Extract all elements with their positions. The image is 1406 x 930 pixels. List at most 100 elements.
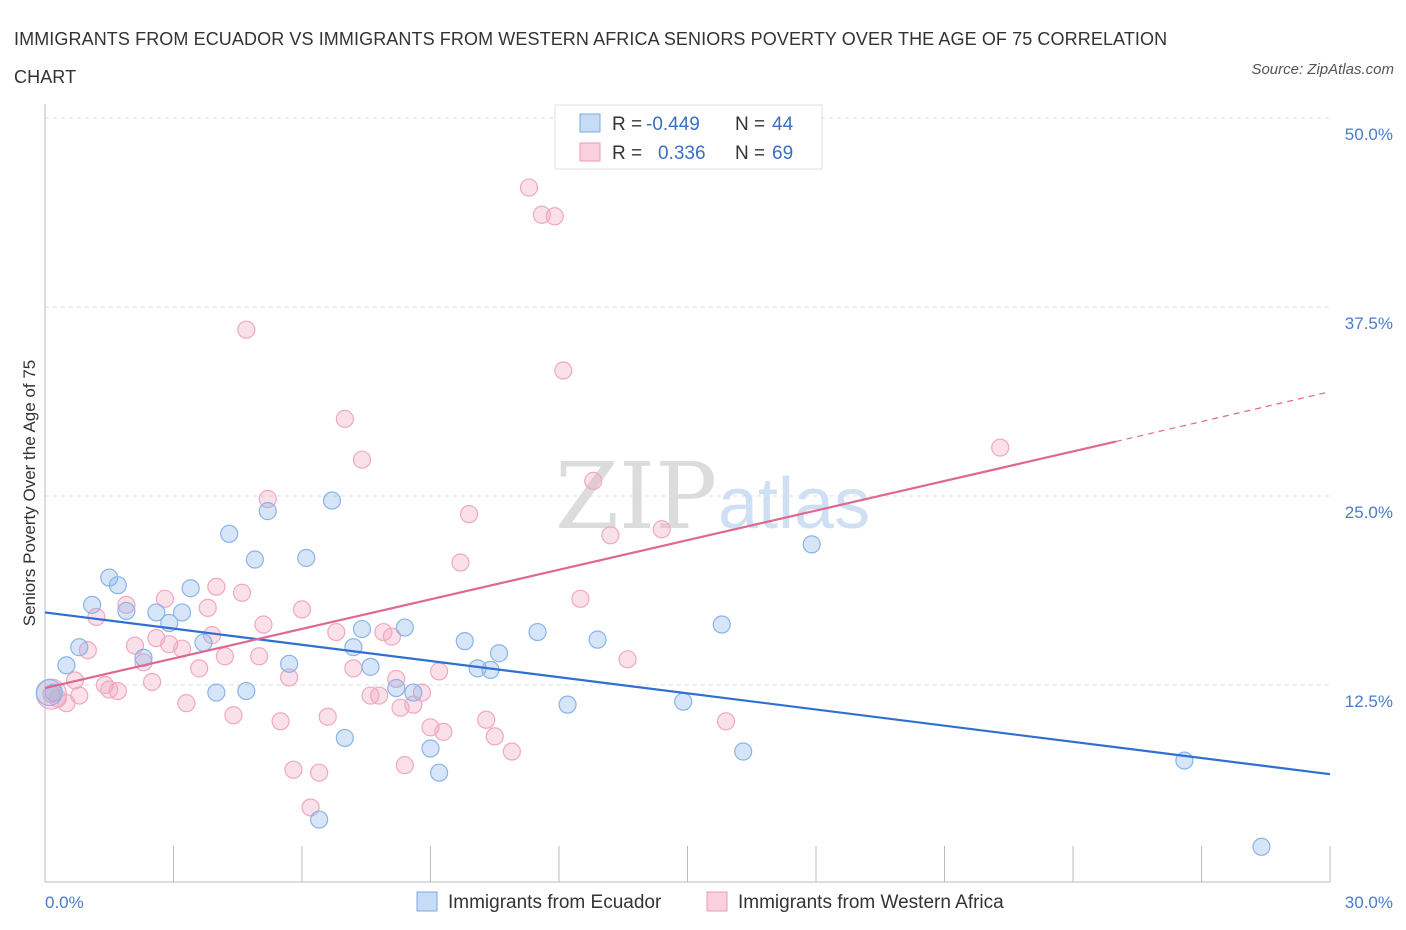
- point-western-africa: [991, 438, 1010, 457]
- trend-lines: [44, 391, 1331, 776]
- point-ecuador: [258, 502, 277, 521]
- axes: [44, 104, 1331, 883]
- point-ecuador: [674, 692, 693, 711]
- legend-label-western-africa: Immigrants from Western Africa: [738, 892, 1004, 913]
- point-western-africa: [502, 742, 521, 761]
- point-ecuador: [712, 615, 731, 634]
- point-western-africa: [459, 505, 479, 524]
- point-western-africa: [395, 756, 414, 775]
- point-western-africa: [310, 763, 329, 782]
- point-western-africa: [232, 583, 252, 602]
- point-ecuador: [395, 618, 414, 637]
- point-western-africa: [70, 686, 89, 705]
- y-axis-label: Seniors Poverty Over the Age of 75: [20, 360, 39, 626]
- stats-r-value-ecuador: -0.449: [646, 114, 700, 135]
- point-ecuador: [172, 603, 192, 622]
- point-western-africa: [554, 361, 573, 380]
- point-ecuador: [404, 683, 423, 702]
- point-ecuador: [802, 535, 821, 554]
- point-ecuador: [489, 644, 509, 663]
- point-ecuador: [734, 742, 753, 761]
- point-western-africa: [716, 712, 736, 731]
- stats-n-label-western-africa: N =: [735, 143, 765, 164]
- stats-r-label-ecuador: R =: [612, 114, 642, 135]
- point-western-africa: [215, 647, 234, 666]
- point-western-africa: [451, 553, 470, 572]
- point-western-africa: [519, 178, 539, 197]
- point-ecuador: [528, 622, 547, 642]
- point-western-africa: [374, 622, 393, 642]
- point-western-africa: [382, 627, 402, 646]
- point-ecuador: [207, 683, 226, 702]
- legend-swatch-ecuador: [416, 891, 438, 912]
- point-western-africa: [198, 598, 217, 617]
- y-tick-label: 12.5%: [1345, 692, 1393, 711]
- stats-swatch-western-africa: [579, 142, 601, 162]
- point-ecuador: [558, 695, 577, 714]
- point-western-africa: [344, 659, 363, 678]
- point-ecuador: [194, 633, 213, 652]
- point-western-africa: [280, 668, 299, 687]
- y-tick-label: 37.5%: [1345, 314, 1393, 333]
- point-western-africa: [224, 706, 243, 725]
- stats-legend: R = -0.449 N = 44 R = 0.336 N = 69: [554, 104, 823, 170]
- y-tick-label: 25.0%: [1345, 503, 1393, 522]
- point-ecuador: [237, 681, 256, 701]
- point-western-africa: [190, 659, 209, 678]
- watermark-zip: ZIP: [555, 443, 717, 550]
- point-western-africa: [434, 722, 453, 741]
- stats-n-value-western-africa: 69: [772, 143, 793, 164]
- point-ecuador: [117, 601, 136, 621]
- point-western-africa: [352, 450, 372, 469]
- point-ecuador: [344, 638, 363, 657]
- point-western-africa: [477, 710, 496, 729]
- point-ecuador: [147, 603, 166, 622]
- point-ecuador: [57, 656, 76, 675]
- point-western-africa: [618, 650, 637, 669]
- source-label: Source: ZipAtlas.com: [1251, 61, 1394, 78]
- stats-n-value-ecuador: 44: [772, 114, 794, 135]
- chart-title: IMMIGRANTS FROM ECUADOR VS IMMIGRANTS FR…: [14, 29, 1168, 87]
- point-western-africa: [292, 600, 312, 619]
- point-western-africa: [177, 694, 196, 713]
- stats-r-value-western-africa: 0.336: [658, 143, 706, 164]
- point-western-africa: [117, 595, 136, 614]
- stats-r-label-western-africa: R =: [612, 143, 642, 164]
- point-ecuador: [280, 654, 299, 673]
- point-ecuador: [70, 638, 89, 657]
- point-ecuador: [361, 657, 380, 676]
- point-western-africa: [652, 520, 671, 539]
- point-western-africa: [571, 589, 590, 608]
- point-western-africa: [254, 615, 273, 634]
- point-ecuador-cluster: [35, 678, 63, 707]
- point-western-africa: [370, 686, 389, 705]
- x-tick-label-min: 0.0%: [45, 893, 84, 912]
- trend-line-western-africa-extension: [1115, 391, 1331, 443]
- point-western-africa: [318, 707, 337, 726]
- point-western-africa: [108, 681, 127, 701]
- point-ecuador: [108, 576, 127, 595]
- point-ecuador: [421, 739, 440, 758]
- point-ecuador: [245, 550, 264, 569]
- tick-labels: 12.5% 25.0% 37.5% 50.0% 0.0% 30.0%: [45, 125, 1393, 912]
- point-ecuador: [83, 595, 102, 614]
- point-ecuador: [335, 728, 354, 748]
- point-western-africa: [250, 647, 269, 666]
- point-western-africa: [485, 727, 504, 746]
- point-western-africa: [271, 712, 290, 731]
- point-western-africa: [601, 526, 620, 545]
- point-western-africa: [155, 589, 175, 608]
- legend-swatch-western-africa: [706, 891, 728, 912]
- series-legend: Immigrants from Ecuador Immigrants from …: [416, 891, 1004, 913]
- x-tick-label-max: 30.0%: [1345, 893, 1393, 912]
- point-ecuador: [429, 763, 449, 782]
- point-ecuador: [352, 619, 372, 639]
- point-western-africa: [142, 672, 162, 692]
- point-western-africa: [545, 207, 564, 226]
- point-ecuador: [310, 810, 329, 829]
- point-ecuador: [297, 548, 316, 568]
- point-ecuador: [455, 632, 474, 651]
- point-western-africa: [284, 760, 303, 779]
- legend-label-ecuador: Immigrants from Ecuador: [448, 892, 662, 913]
